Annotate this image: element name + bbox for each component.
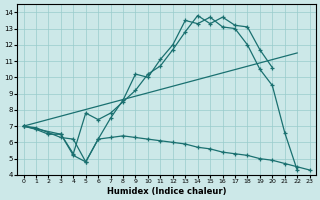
X-axis label: Humidex (Indice chaleur): Humidex (Indice chaleur) (107, 187, 226, 196)
